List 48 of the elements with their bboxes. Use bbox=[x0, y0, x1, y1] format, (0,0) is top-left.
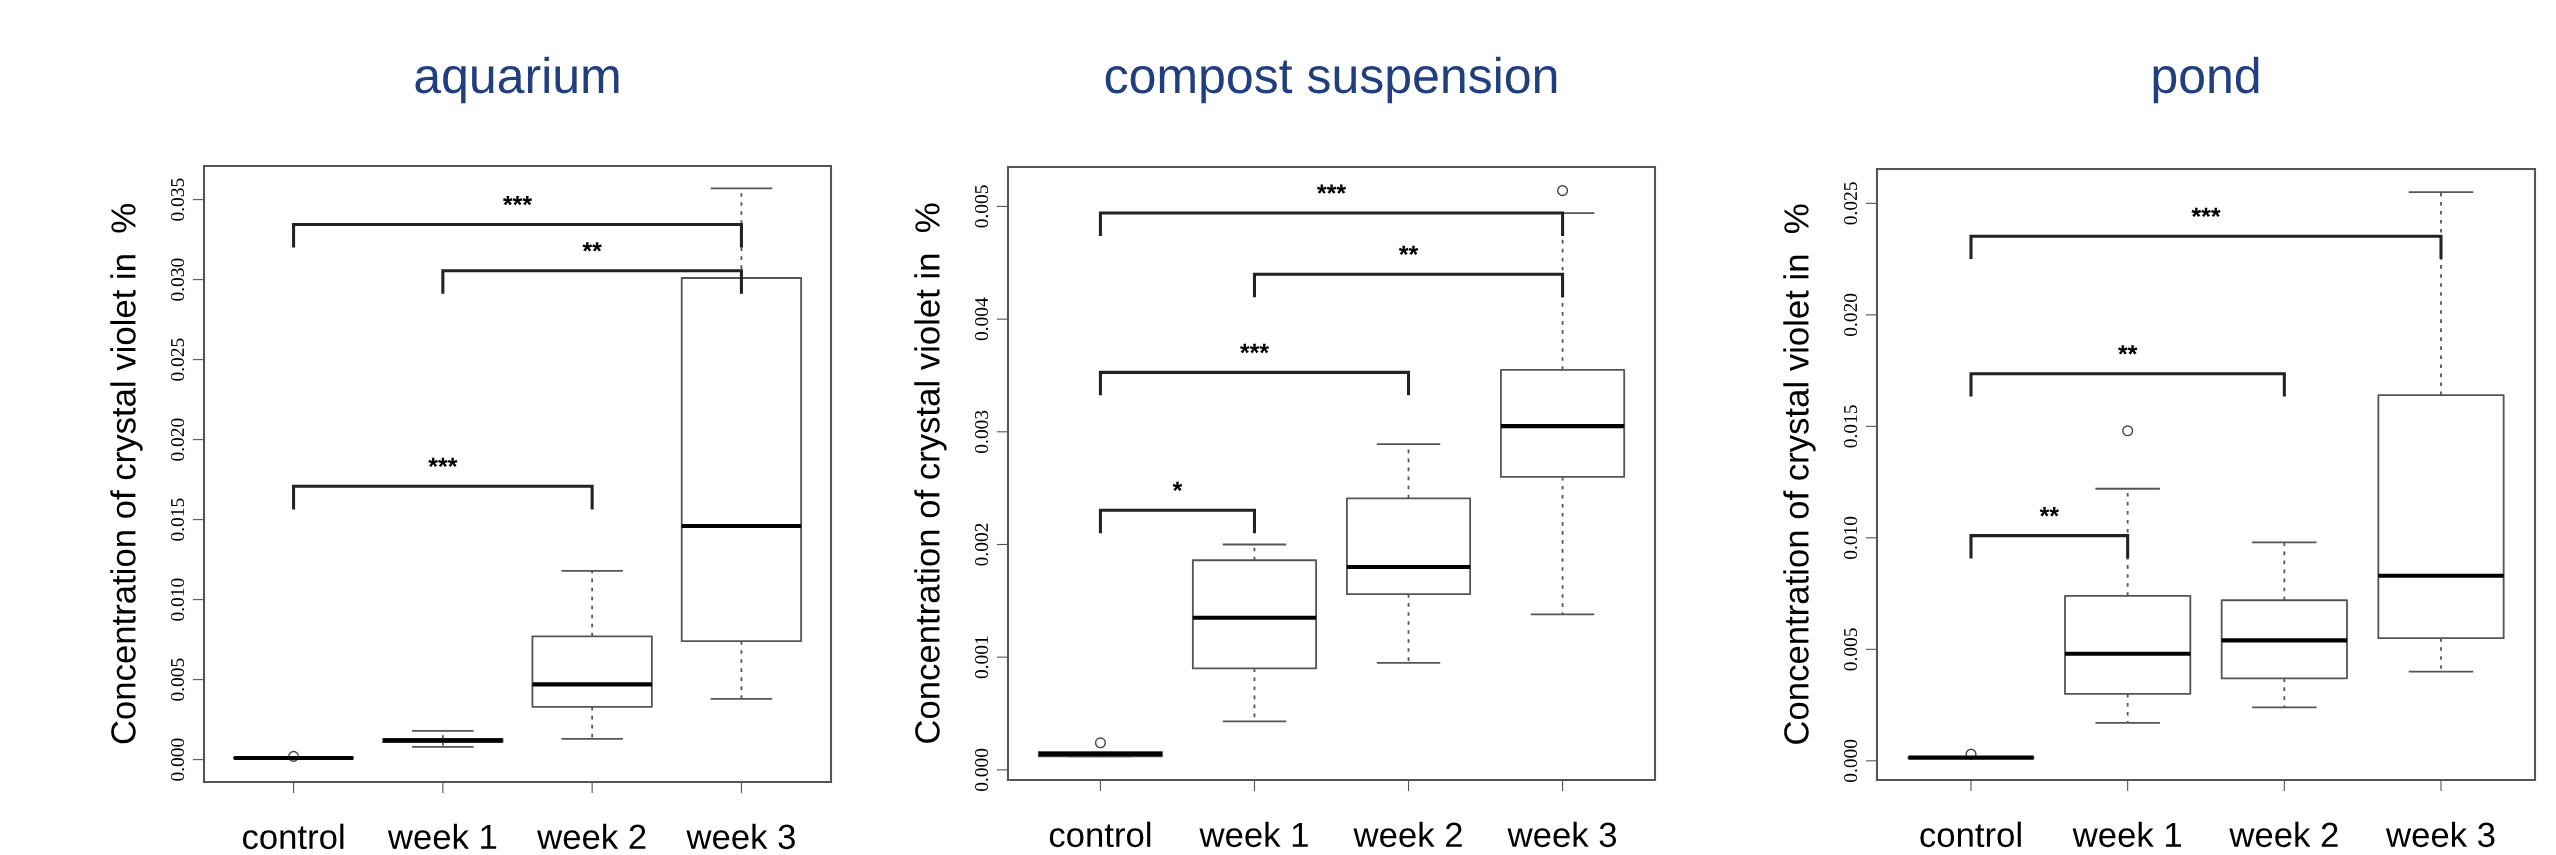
y-tick-label: 0.004 bbox=[974, 297, 989, 341]
annotation: * bbox=[1172, 481, 1183, 492]
x-tick-label: week 3 bbox=[2385, 821, 2495, 848]
y-tick-label: 0.000 bbox=[170, 738, 185, 781]
x-tick-label: control bbox=[1920, 821, 2021, 848]
y-tick-label: 0.020 bbox=[1843, 293, 1858, 336]
y-tick-label: 0.003 bbox=[974, 410, 989, 453]
x-tick-label: week 1 bbox=[1199, 821, 1308, 848]
x-tick-label: week 3 bbox=[686, 823, 795, 850]
y-axis-title: Concentration of crystal violet in % bbox=[914, 203, 947, 743]
y-axis-title: Concentration of crystal violet in % bbox=[1783, 204, 1816, 744]
y-tick-label: 0.030 bbox=[170, 258, 185, 301]
chart-title: compost suspension bbox=[1105, 56, 1557, 104]
x-tick-label: week 3 bbox=[1507, 821, 1617, 848]
x-tick-label: control bbox=[242, 823, 344, 850]
y-tick-label: 0.005 bbox=[974, 185, 989, 228]
annotation: *** bbox=[502, 195, 533, 206]
y-tick-label: 0.000 bbox=[1843, 739, 1858, 782]
y-tick-label: 0.005 bbox=[1843, 628, 1858, 671]
x-tick-label: week 1 bbox=[2072, 821, 2181, 848]
x-tick-label: control bbox=[1049, 821, 1151, 848]
annotation: ** bbox=[582, 242, 602, 252]
y-tick-label: 0.002 bbox=[974, 523, 989, 566]
y-tick-label: 0.001 bbox=[974, 636, 989, 679]
annotation: *** bbox=[1316, 184, 1347, 194]
y-tick-label: 0.020 bbox=[170, 418, 185, 461]
annotation: *** bbox=[1239, 343, 1270, 354]
annotation: *** bbox=[2191, 207, 2221, 218]
y-tick-label: 0.025 bbox=[1843, 182, 1858, 225]
y-tick-label: 0.015 bbox=[170, 498, 185, 541]
annotation: ** bbox=[1398, 245, 1419, 256]
x-tick-label: week 2 bbox=[537, 823, 646, 850]
x-tick-label: week 1 bbox=[387, 823, 497, 850]
y-axis-title: Concentration of crystal violet in % bbox=[110, 204, 143, 744]
annotation: ** bbox=[2039, 507, 2060, 517]
y-tick-label: 0.010 bbox=[1843, 516, 1858, 559]
y-tick-label: 0.025 bbox=[170, 338, 185, 381]
y-tick-label: 0.005 bbox=[170, 658, 185, 701]
y-tick-label: 0.000 bbox=[974, 748, 989, 791]
annotation: ** bbox=[2118, 345, 2138, 355]
y-tick-label: 0.010 bbox=[170, 578, 185, 621]
x-tick-label: week 2 bbox=[1353, 821, 1462, 848]
chart-title: aquarium bbox=[415, 56, 619, 104]
y-tick-label: 0.035 bbox=[170, 178, 185, 221]
y-tick-label: 0.015 bbox=[1843, 405, 1858, 448]
x-tick-label: week 2 bbox=[2229, 821, 2338, 848]
chart-title: pond bbox=[2153, 56, 2259, 104]
annotation: *** bbox=[428, 457, 458, 468]
